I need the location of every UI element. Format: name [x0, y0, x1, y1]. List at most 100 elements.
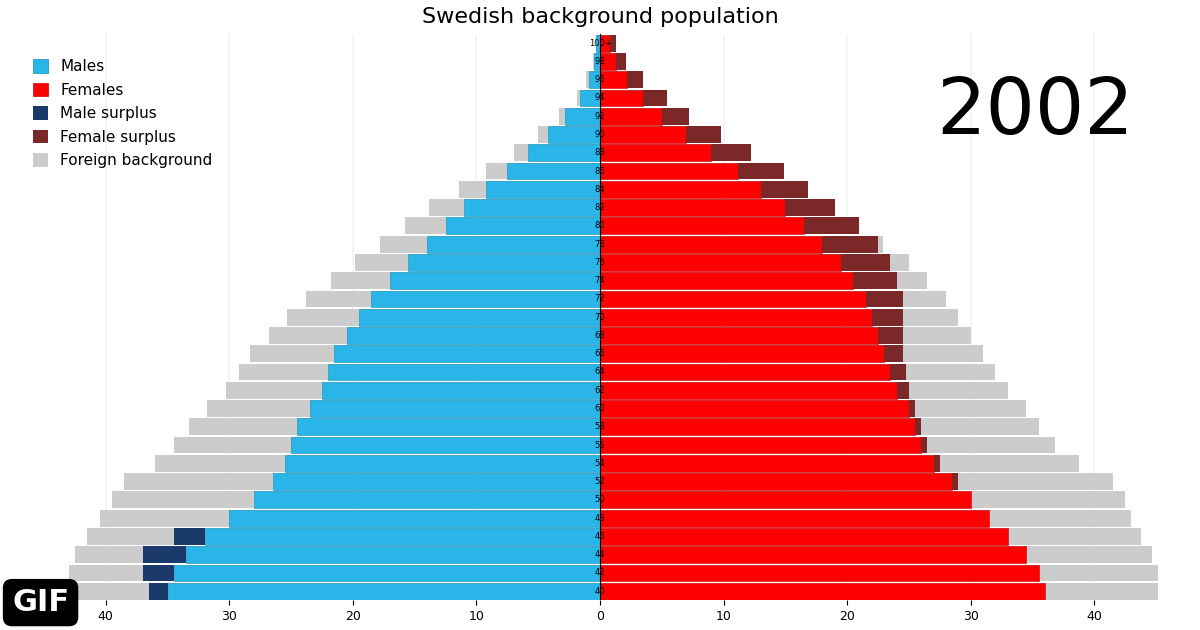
- Bar: [208, 400, 600, 417]
- Bar: [600, 327, 971, 344]
- Bar: [922, 437, 928, 454]
- Text: 66: 66: [595, 349, 605, 358]
- Bar: [600, 400, 908, 417]
- Bar: [896, 382, 908, 399]
- Bar: [600, 126, 701, 143]
- Bar: [600, 35, 610, 52]
- Bar: [600, 53, 618, 70]
- Text: 84: 84: [595, 185, 605, 194]
- Bar: [328, 364, 600, 381]
- Bar: [288, 309, 600, 326]
- Bar: [347, 327, 600, 344]
- Bar: [841, 254, 890, 271]
- Legend: Males, Females, Male surplus, Female surplus, Foreign background: Males, Females, Male surplus, Female sur…: [26, 53, 218, 175]
- Bar: [804, 217, 859, 234]
- Bar: [643, 89, 667, 106]
- Bar: [445, 217, 600, 234]
- Bar: [600, 418, 916, 435]
- Bar: [600, 491, 1126, 508]
- Title: Swedish background population: Swedish background population: [421, 7, 779, 27]
- Text: 46: 46: [595, 532, 605, 541]
- Bar: [600, 272, 928, 289]
- Bar: [143, 546, 186, 563]
- Text: 72: 72: [595, 294, 605, 304]
- Bar: [600, 546, 1152, 563]
- Bar: [593, 53, 600, 70]
- Text: 64: 64: [595, 367, 605, 377]
- Text: 82: 82: [595, 203, 605, 212]
- Bar: [355, 254, 600, 271]
- Bar: [908, 400, 916, 417]
- Bar: [600, 108, 661, 125]
- Bar: [600, 290, 946, 307]
- Text: 44: 44: [595, 550, 605, 559]
- Bar: [460, 181, 600, 198]
- Bar: [600, 583, 1045, 600]
- Bar: [761, 181, 808, 198]
- Bar: [600, 163, 738, 180]
- Bar: [100, 510, 600, 527]
- Bar: [508, 163, 600, 180]
- Bar: [229, 510, 600, 527]
- Bar: [952, 473, 959, 490]
- Bar: [600, 126, 686, 143]
- Text: 40: 40: [595, 587, 605, 596]
- Bar: [600, 583, 1158, 600]
- Bar: [600, 199, 828, 216]
- Bar: [916, 418, 922, 435]
- Text: 60: 60: [595, 404, 605, 413]
- Bar: [600, 144, 712, 161]
- Bar: [600, 181, 797, 198]
- Bar: [565, 108, 600, 125]
- Bar: [600, 181, 761, 198]
- Bar: [149, 583, 168, 600]
- Bar: [272, 473, 600, 490]
- Text: 98: 98: [595, 57, 605, 66]
- Bar: [595, 35, 600, 52]
- Bar: [600, 163, 767, 180]
- Bar: [600, 108, 672, 125]
- Bar: [600, 71, 631, 88]
- Bar: [539, 126, 600, 143]
- Bar: [239, 364, 600, 381]
- Bar: [600, 528, 1141, 545]
- Bar: [661, 108, 689, 125]
- Text: 42: 42: [595, 568, 605, 578]
- Bar: [292, 437, 600, 454]
- Bar: [74, 546, 600, 563]
- Bar: [600, 290, 865, 307]
- Bar: [600, 217, 804, 234]
- Bar: [331, 272, 600, 289]
- Bar: [68, 564, 600, 581]
- Bar: [600, 418, 1039, 435]
- Bar: [226, 382, 600, 399]
- Text: 94: 94: [595, 93, 605, 103]
- Text: 92: 92: [595, 112, 605, 121]
- Bar: [559, 108, 600, 125]
- Bar: [310, 400, 600, 417]
- Bar: [600, 564, 1158, 581]
- Bar: [427, 236, 600, 253]
- Bar: [600, 272, 853, 289]
- Bar: [600, 400, 1026, 417]
- Bar: [112, 491, 600, 508]
- Bar: [600, 345, 884, 362]
- Bar: [600, 309, 959, 326]
- Bar: [404, 217, 600, 234]
- Text: 78: 78: [595, 239, 605, 249]
- Text: GIF: GIF: [12, 588, 70, 617]
- Bar: [306, 290, 600, 307]
- Bar: [853, 272, 896, 289]
- Bar: [335, 345, 600, 362]
- Bar: [600, 236, 822, 253]
- Text: 90: 90: [595, 130, 605, 139]
- Bar: [600, 528, 1008, 545]
- Bar: [359, 309, 600, 326]
- Bar: [600, 455, 1079, 472]
- Bar: [581, 89, 600, 106]
- Text: 74: 74: [595, 276, 605, 285]
- Bar: [68, 583, 600, 600]
- Bar: [298, 418, 600, 435]
- Bar: [934, 455, 940, 472]
- Bar: [600, 217, 856, 234]
